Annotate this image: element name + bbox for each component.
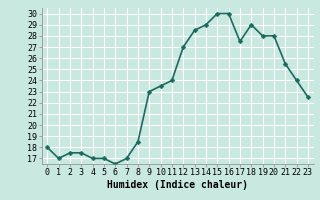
X-axis label: Humidex (Indice chaleur): Humidex (Indice chaleur) <box>107 180 248 190</box>
